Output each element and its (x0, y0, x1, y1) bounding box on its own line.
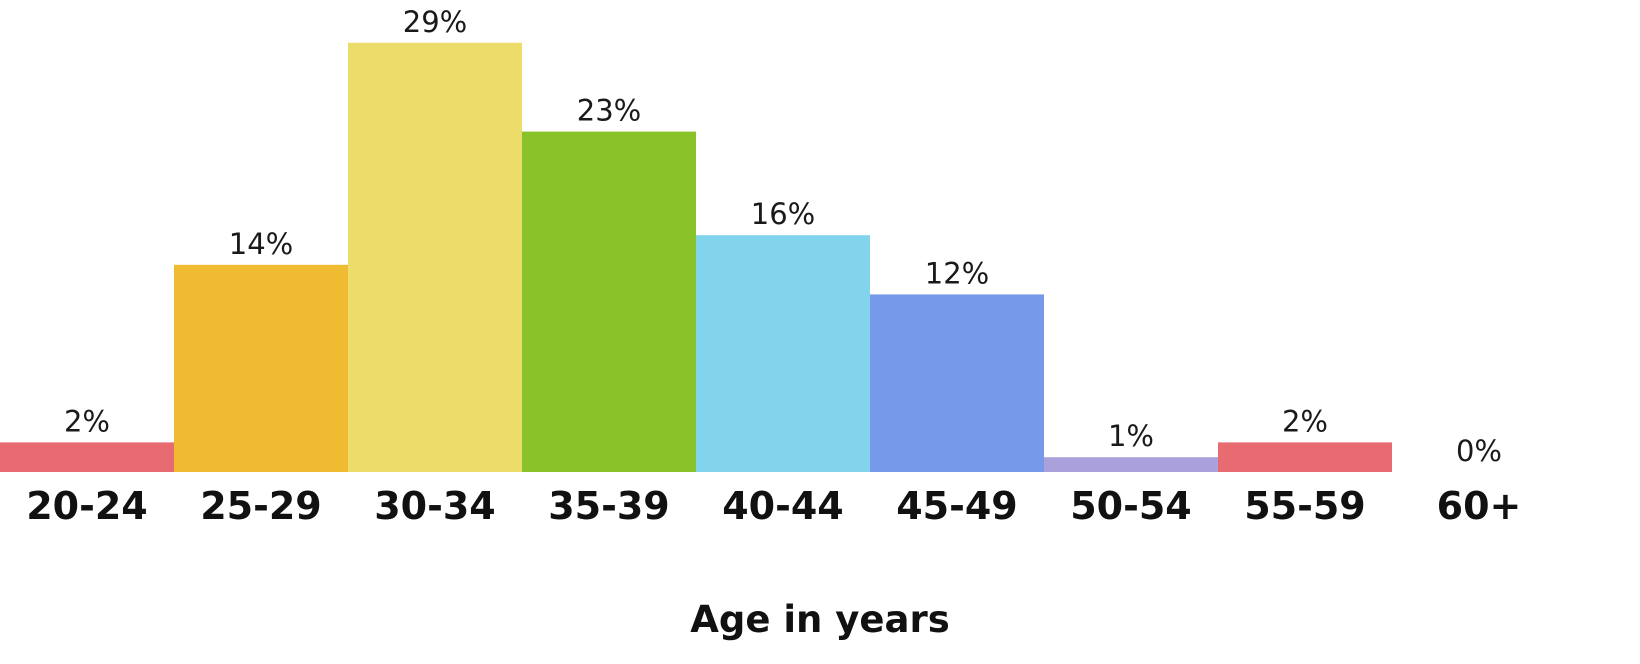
category-label-20-24: 20-24 (26, 484, 148, 528)
bar-25-29 (174, 264, 348, 472)
bar-55-59 (1218, 442, 1392, 472)
value-label-25-29: 14% (229, 227, 293, 261)
category-label-60+: 60+ (1437, 484, 1522, 528)
value-label-55-59: 2% (1282, 404, 1328, 438)
bar-50-54 (1044, 457, 1218, 472)
category-label-45-49: 45-49 (896, 484, 1018, 528)
bars-group (0, 42, 1392, 473)
category-labels-group: 20-24 25-29 30-34 35-39 40-44 45-49 50-54 55-59… (26, 484, 1521, 528)
value-label-20-24: 2% (64, 404, 110, 438)
value-label-45-49: 12% (925, 256, 989, 290)
bar-20-24 (0, 442, 174, 472)
category-label-25-29: 25-29 (200, 484, 322, 528)
value-label-35-39: 23% (577, 94, 641, 128)
bar-35-39 (522, 131, 696, 472)
value-label-30-34: 29% (403, 5, 467, 39)
value-labels-group: 2% 14% 29% 23% 16% 12% 1% 2% 0% (64, 5, 1502, 468)
bar-40-44 (696, 235, 870, 472)
x-axis-title: Age in years (690, 598, 949, 641)
category-label-30-34: 30-34 (374, 484, 496, 528)
value-label-50-54: 1% (1108, 419, 1154, 453)
value-label-60+: 0% (1456, 434, 1502, 468)
value-label-40-44: 16% (751, 197, 815, 231)
category-label-35-39: 35-39 (548, 484, 670, 528)
bar-30-34 (348, 42, 522, 473)
category-label-55-59: 55-59 (1244, 484, 1366, 528)
category-label-40-44: 40-44 (722, 484, 844, 528)
category-label-50-54: 50-54 (1070, 484, 1192, 528)
bar-45-49 (870, 294, 1044, 472)
